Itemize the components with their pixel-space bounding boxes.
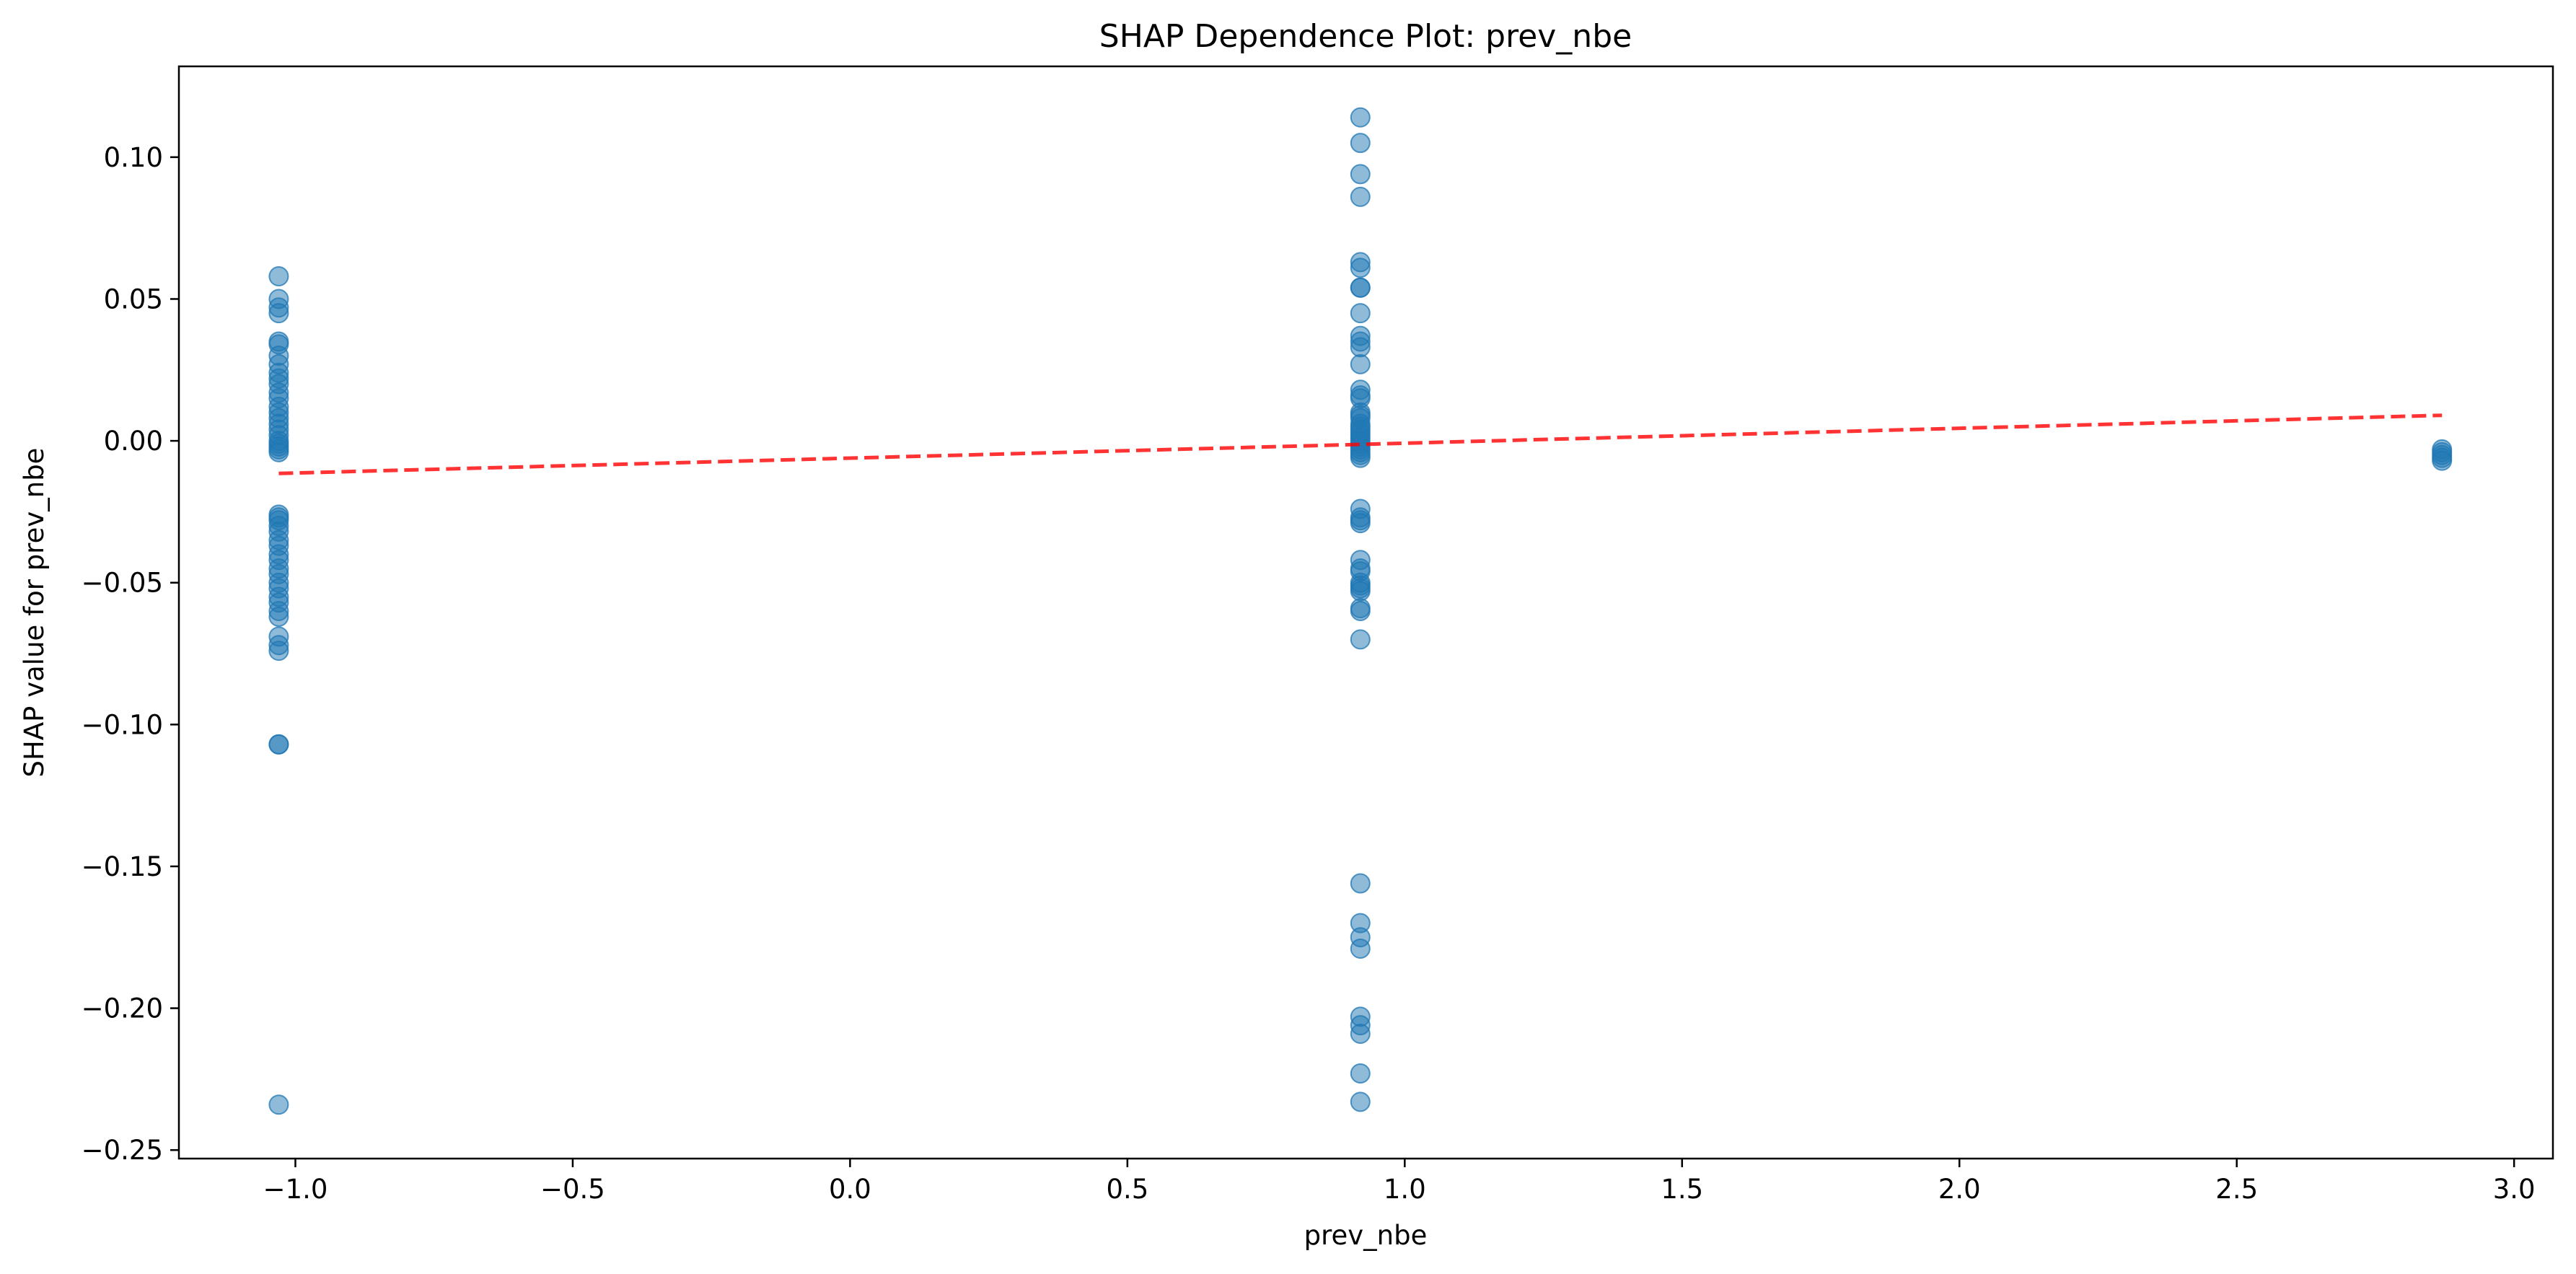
scatter-point xyxy=(1350,581,1371,602)
scatter-point xyxy=(1350,938,1371,959)
scatter-point xyxy=(2432,450,2453,471)
scatter-point xyxy=(268,641,289,662)
scatter-point xyxy=(268,441,289,462)
scatter-point xyxy=(268,266,289,287)
trend-line-group xyxy=(278,413,2443,475)
scatter-point xyxy=(1350,1023,1371,1044)
x-tick-label: −0.5 xyxy=(540,1174,605,1205)
trend-line xyxy=(278,413,2443,475)
y-tick-label: −0.25 xyxy=(82,1135,163,1166)
y-tick-label: −0.10 xyxy=(82,709,163,740)
x-tick-label: 2.5 xyxy=(2215,1174,2258,1205)
scatter-point xyxy=(268,734,289,755)
scatter-point xyxy=(1350,133,1371,154)
x-tick-label: 3.0 xyxy=(2493,1174,2536,1205)
scatter-point xyxy=(1350,447,1371,468)
x-axis-ticks: −1.0 −0.5 0.0 0.5 1.0 1.5 2.0 2.5 3.0 xyxy=(263,1159,2536,1205)
x-tick-label: 1.0 xyxy=(1384,1174,1426,1205)
y-tick-label: 0.00 xyxy=(104,426,163,457)
y-axis-ticks: −0.25 −0.20 −0.15 −0.10 −0.05 0.00 0.05 0.10 xyxy=(82,142,179,1166)
scatter-point xyxy=(1350,1063,1371,1084)
y-tick-label: −0.15 xyxy=(82,851,163,882)
scatter-point xyxy=(1350,164,1371,185)
scatter-points xyxy=(268,107,2453,1115)
y-axis-label: SHAP value for prev_nbe xyxy=(19,448,50,778)
scatter-point xyxy=(1350,601,1371,622)
y-tick-label: 0.10 xyxy=(104,142,163,173)
x-tick-label: 1.5 xyxy=(1661,1174,1703,1205)
x-tick-label: 0.0 xyxy=(829,1174,871,1205)
scatter-point xyxy=(1350,1091,1371,1112)
scatter-point xyxy=(1350,513,1371,534)
x-axis-label: prev_nbe xyxy=(1304,1220,1428,1251)
chart-title: SHAP Dependence Plot: prev_nbe xyxy=(1099,18,1632,55)
y-tick-label: 0.05 xyxy=(104,284,163,315)
scatter-point xyxy=(1350,186,1371,207)
y-tick-label: −0.20 xyxy=(82,993,163,1024)
scatter-point xyxy=(1350,873,1371,894)
scatter-point xyxy=(268,1094,289,1115)
scatter-point xyxy=(1350,277,1371,298)
scatter-point xyxy=(1350,337,1371,358)
scatter-point xyxy=(268,303,289,324)
scatter-point xyxy=(268,606,289,627)
plot-area-frame xyxy=(177,65,2554,1160)
scatter-point xyxy=(1350,353,1371,374)
scatter-point xyxy=(1350,629,1371,650)
x-tick-label: 0.5 xyxy=(1106,1174,1148,1205)
scatter-point xyxy=(1350,303,1371,324)
x-tick-label: 2.0 xyxy=(1938,1174,1981,1205)
scatter-point xyxy=(1350,258,1371,278)
scatter-point xyxy=(1350,107,1371,128)
x-tick-label: −1.0 xyxy=(263,1174,328,1205)
y-tick-label: −0.05 xyxy=(82,568,163,599)
